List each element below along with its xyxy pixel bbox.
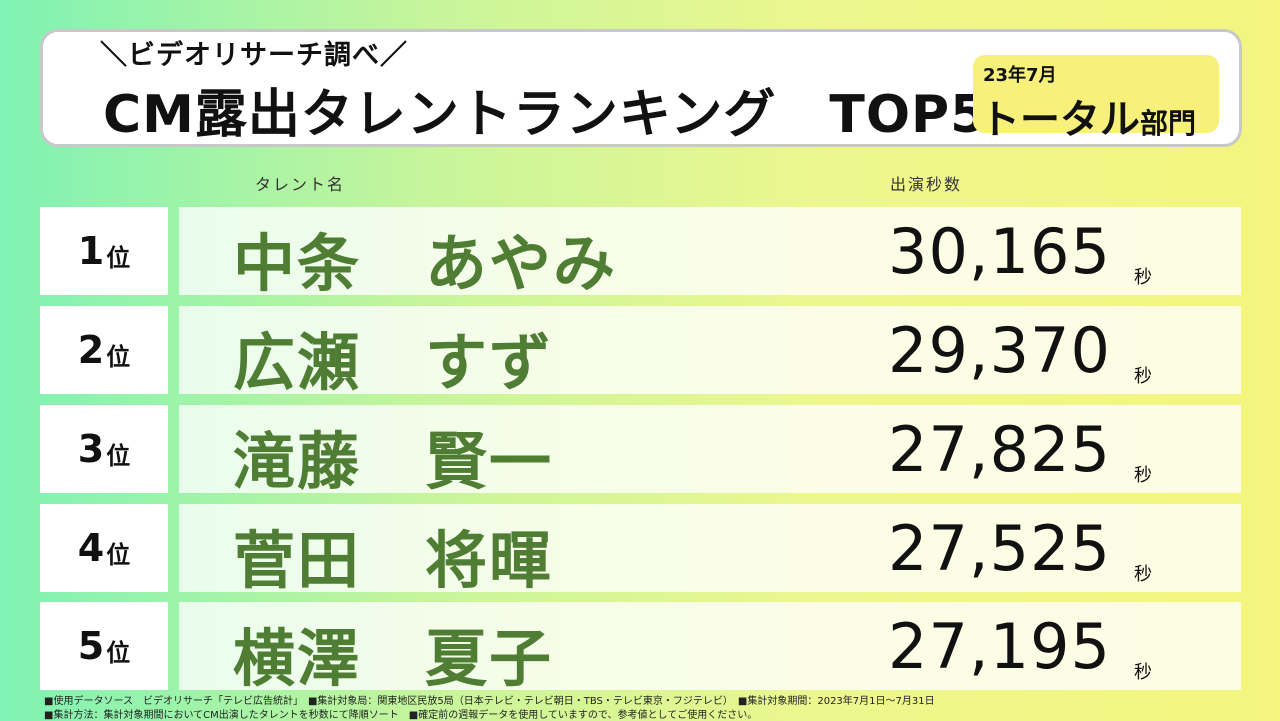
footnote-source: ■使用データソース ビデオリサーチ「テレビ広告統計」 ■集計対象局：関東地区民放… xyxy=(44,696,935,707)
rank-number: 3 xyxy=(77,427,105,471)
rank-number: 5 xyxy=(77,624,105,668)
talent-cell xyxy=(179,602,1241,690)
rank-suffix: 位 xyxy=(106,342,131,371)
footnote-method: ■集計方法：集計対象期間においてCM出演したタレントを秒数にて降順ソート ■確定… xyxy=(44,710,758,721)
badge-category: トータル部門 xyxy=(980,87,1196,145)
badge-category-suffix: 部門 xyxy=(1140,107,1197,140)
rank-number: 4 xyxy=(77,526,105,570)
appearance-seconds: 29,370 xyxy=(888,314,1111,387)
badge-category-main: トータル xyxy=(980,97,1140,143)
seconds-unit: 秒 xyxy=(1134,662,1152,683)
talent-cell xyxy=(179,405,1241,493)
header-subtitle: ＼ビデオリサーチ調べ／ xyxy=(100,40,408,71)
talent-name: 中条 あやみ xyxy=(233,227,618,300)
talent-cell xyxy=(179,306,1241,394)
appearance-seconds: 27,825 xyxy=(888,413,1111,486)
appearance-seconds: 27,195 xyxy=(888,610,1111,683)
appearance-seconds: 30,165 xyxy=(888,215,1111,288)
column-header-seconds: 出演秒数 xyxy=(890,175,963,194)
talent-name: 横澤 夏子 xyxy=(233,622,554,695)
talent-cell xyxy=(179,504,1241,592)
column-header-talent: タレント名 xyxy=(255,175,346,194)
rank-suffix: 位 xyxy=(106,441,131,470)
talent-name: 滝藤 賢一 xyxy=(233,425,554,498)
talent-name: 広瀬 すず xyxy=(233,326,554,399)
rank-suffix: 位 xyxy=(106,638,131,667)
rank-suffix: 位 xyxy=(106,540,131,569)
appearance-seconds: 27,525 xyxy=(888,512,1111,585)
category-badge xyxy=(973,55,1219,133)
badge-date: 23年7月 xyxy=(983,65,1057,86)
rank-number: 2 xyxy=(77,328,105,372)
seconds-unit: 秒 xyxy=(1134,564,1152,585)
seconds-unit: 秒 xyxy=(1134,366,1152,387)
rank-suffix: 位 xyxy=(106,243,131,272)
talent-cell xyxy=(179,207,1241,295)
page-title: CM露出タレントランキング TOP5 xyxy=(103,85,988,145)
talent-name: 菅田 将暉 xyxy=(233,524,554,597)
seconds-unit: 秒 xyxy=(1134,267,1152,288)
rank-number: 1 xyxy=(77,229,105,273)
seconds-unit: 秒 xyxy=(1134,465,1152,486)
